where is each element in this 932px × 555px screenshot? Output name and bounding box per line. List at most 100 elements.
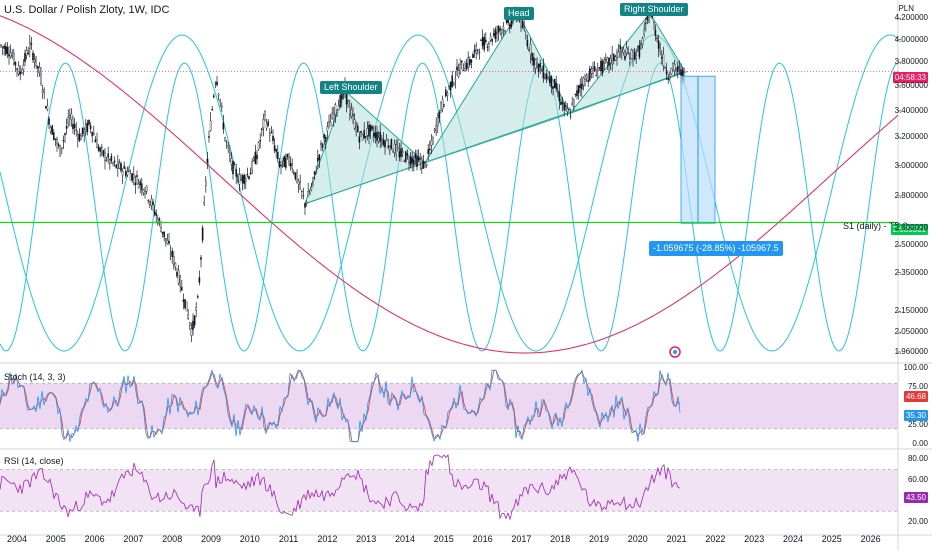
candle-body (81, 127, 84, 134)
candle-body (94, 139, 97, 143)
candle-body (465, 62, 468, 69)
candle-body (462, 69, 465, 71)
candle-body (160, 227, 162, 233)
candle-body (238, 174, 241, 185)
stoch-tick-label: 0.00 (912, 439, 928, 448)
year-tick-label: 2023 (744, 534, 765, 544)
price-unit-label: PLN (898, 4, 914, 13)
candle-body (325, 136, 327, 142)
candle-body (339, 95, 342, 107)
year-tick-label: 2008 (162, 534, 183, 544)
candle-body (124, 171, 127, 176)
price-tick-label: 3.600000 (894, 80, 928, 90)
candle-body (104, 152, 106, 162)
candle-body (563, 103, 565, 111)
head-label[interactable]: Head (504, 7, 534, 20)
candle-body (625, 47, 628, 54)
candle-body (633, 51, 636, 60)
price-tick-label: 2.500000 (894, 240, 928, 250)
measure-result-label[interactable]: -1.059675 (-28.85%) -105967.5 (649, 241, 783, 256)
candle-body (35, 56, 37, 66)
candle-body (333, 113, 335, 122)
candle-body (136, 175, 138, 177)
candle-body (547, 77, 549, 81)
candle-body (499, 28, 502, 31)
candle-body (108, 159, 111, 164)
candle-body (357, 126, 359, 133)
candle-body (381, 137, 383, 141)
candle-body (243, 174, 246, 185)
year-tick-label: 2018 (550, 534, 571, 544)
candle-body (425, 164, 428, 166)
candle-body (613, 53, 615, 62)
candle-body (645, 22, 647, 24)
candle-body (68, 115, 71, 119)
candle-body (392, 151, 394, 153)
candle-body (248, 176, 250, 179)
year-tick-label: 2006 (84, 534, 105, 544)
candle-body (240, 179, 242, 181)
candle-body (641, 38, 644, 45)
candle-body (451, 75, 454, 87)
candle-body (553, 78, 556, 88)
candle-body (680, 69, 682, 76)
candle-body (648, 20, 650, 24)
candle-body (195, 306, 198, 311)
candle-body (630, 49, 633, 59)
stoch-tick-label: 75.00 (907, 382, 928, 391)
candle-body (196, 296, 199, 298)
candle-body (285, 157, 287, 168)
candle-body (3, 46, 5, 49)
candle-body (577, 85, 580, 94)
candle-body (366, 128, 369, 136)
candle-body (278, 161, 281, 167)
candle-body (552, 86, 554, 89)
candle-body (361, 134, 364, 141)
candle-body (265, 123, 268, 129)
candle-body (184, 299, 186, 309)
candle-body (566, 108, 569, 112)
candle-body (0, 44, 2, 47)
candle-body (657, 40, 660, 49)
candle-body (288, 157, 290, 163)
candle-body (76, 134, 79, 140)
candle-body (180, 286, 183, 291)
candle-body (4, 46, 7, 55)
candle-body (259, 139, 262, 142)
candle-body (29, 42, 31, 49)
candle-body (376, 132, 378, 141)
candle-body (142, 189, 145, 194)
candle-body (156, 218, 159, 225)
candle-body (236, 179, 239, 182)
candle-body (8, 54, 10, 57)
candle-body (313, 171, 316, 175)
s1-line-label: S1 (daily) - TP 2 (843, 221, 908, 231)
candle-body (296, 172, 298, 183)
candle-body (281, 157, 284, 161)
candle-body (448, 85, 450, 88)
candle-body (368, 125, 370, 137)
candle-body (627, 53, 629, 55)
right-shoulder-label[interactable]: Right Shoulder (620, 3, 688, 16)
candle-body (307, 191, 310, 197)
candle-body (446, 93, 449, 96)
candle-body (235, 169, 238, 177)
stoch-pane-title: Stoch (14, 3, 3) (4, 372, 66, 382)
candle-body (328, 121, 330, 123)
candle-body (100, 146, 103, 149)
candle-body (347, 100, 350, 108)
candle-body (437, 115, 439, 127)
stoch-tick-label: 25.00 (907, 420, 928, 429)
candle-body (545, 73, 548, 79)
candle-body (155, 212, 158, 216)
left-shoulder-label[interactable]: Left Shoulder (320, 81, 382, 94)
rsi-pane-title: RSI (14, close) (4, 456, 64, 466)
candle-body (385, 138, 388, 141)
candle-body (502, 26, 505, 30)
candle-body (672, 63, 674, 70)
candle-body (289, 162, 292, 167)
candle-body (206, 158, 209, 163)
candle-body (608, 57, 610, 66)
